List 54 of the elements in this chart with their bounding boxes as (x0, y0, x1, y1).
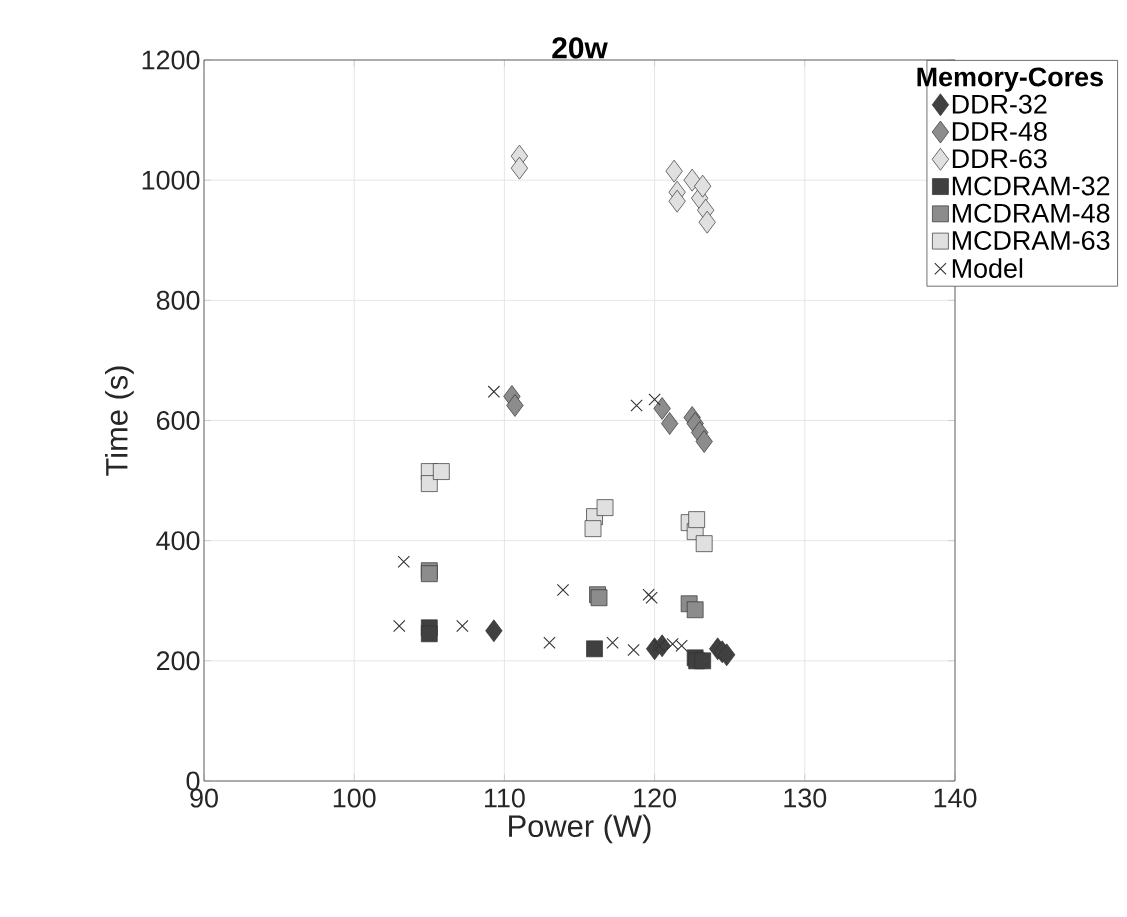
legend-label: MCDRAM-32 (952, 176, 1110, 196)
point (393, 619, 406, 633)
point (688, 511, 706, 528)
y-axis-title: Time (s) (105, 366, 134, 476)
point (683, 168, 701, 192)
legend-label: DDR-32 (952, 94, 1047, 114)
point (665, 159, 683, 183)
point (506, 394, 524, 417)
point (586, 640, 603, 658)
point (510, 156, 529, 180)
point (653, 397, 671, 420)
point (686, 601, 704, 619)
legend-title: Memory-Cores (917, 67, 1103, 92)
chart-title: 20w (552, 37, 608, 59)
point (420, 475, 438, 492)
x-tick-label: 110 (485, 788, 525, 808)
point (432, 463, 450, 480)
point (487, 385, 501, 398)
x-tick-label: 140 (934, 788, 977, 808)
point (456, 619, 469, 633)
point (694, 652, 712, 670)
point (556, 583, 570, 597)
point (648, 393, 661, 406)
y-tick-label: 1200 (142, 50, 200, 70)
point (698, 210, 716, 234)
point (627, 643, 640, 657)
legend-label: MCDRAM-48 (952, 203, 1110, 223)
x-tick-label: 130 (784, 788, 827, 808)
point (485, 619, 503, 643)
point (668, 189, 686, 213)
point (606, 636, 619, 650)
x-tick-label: 100 (333, 788, 376, 808)
point (584, 520, 602, 537)
x-tick-label: 120 (634, 788, 676, 808)
legend-label: DDR-63 (952, 149, 1047, 169)
y-tick-label: 200 (156, 651, 200, 671)
y-tick-label: 1000 (142, 170, 200, 190)
point (718, 643, 736, 667)
legend-label: MCDRAM-63 (952, 230, 1110, 250)
point (695, 430, 713, 453)
legend-label: DDR-48 (952, 121, 1047, 141)
point (694, 174, 712, 198)
point (661, 412, 679, 435)
y-tick-label: 600 (156, 410, 200, 431)
x-axis-title: Power (W) (509, 814, 651, 844)
point (420, 625, 438, 643)
point (397, 555, 410, 568)
point (630, 399, 643, 412)
point (543, 636, 556, 650)
point (695, 535, 713, 553)
y-tick-label: 800 (156, 290, 200, 310)
y-tick-label: 400 (156, 531, 200, 551)
legend-label: Model (952, 258, 1023, 278)
point (596, 499, 614, 516)
